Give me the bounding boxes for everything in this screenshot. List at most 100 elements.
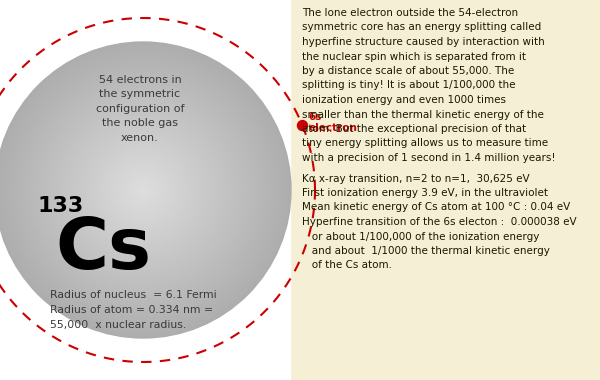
Circle shape [100, 147, 185, 233]
Circle shape [84, 131, 202, 249]
Circle shape [98, 146, 187, 234]
Text: by a distance scale of about 55,000. The: by a distance scale of about 55,000. The [302, 66, 514, 76]
Circle shape [2, 49, 284, 331]
Circle shape [125, 171, 161, 209]
Circle shape [17, 64, 269, 316]
Text: Radius of nucleus  = 6.1 Fermi
Radius of atom = 0.334 nm =
55,000  x nuclear rad: Radius of nucleus = 6.1 Fermi Radius of … [50, 290, 217, 329]
Circle shape [80, 127, 206, 253]
Text: atom. But the exceptional precision of that: atom. But the exceptional precision of t… [302, 124, 526, 134]
Circle shape [82, 129, 204, 251]
Circle shape [132, 179, 154, 201]
Circle shape [41, 88, 245, 292]
Circle shape [76, 124, 209, 256]
Circle shape [28, 75, 258, 305]
Text: Mean kinetic energy of Cs atom at 100 °C : 0.04 eV: Mean kinetic energy of Cs atom at 100 °C… [302, 203, 570, 212]
Circle shape [56, 103, 230, 277]
Circle shape [19, 66, 267, 314]
Circle shape [45, 92, 241, 288]
Circle shape [0, 42, 291, 338]
Text: hyperfine structure caused by interaction with: hyperfine structure caused by interactio… [302, 37, 545, 47]
Text: 54 electrons in
the symmetric
configuration of
the noble gas
xenon.: 54 electrons in the symmetric configurat… [96, 75, 184, 142]
Text: ionization energy and even 1000 times: ionization energy and even 1000 times [302, 95, 506, 105]
Circle shape [64, 111, 223, 269]
Circle shape [69, 116, 217, 264]
Text: First ionization energy 3.9 eV, in the ultraviolet: First ionization energy 3.9 eV, in the u… [302, 188, 548, 198]
Circle shape [108, 155, 178, 225]
Circle shape [115, 162, 171, 218]
Circle shape [58, 105, 228, 275]
Circle shape [78, 125, 208, 255]
Text: symmetric core has an energy splitting called: symmetric core has an energy splitting c… [302, 22, 541, 33]
Circle shape [54, 101, 232, 279]
Circle shape [112, 158, 175, 222]
Circle shape [0, 44, 289, 336]
Text: the nuclear spin which is separated from it: the nuclear spin which is separated from… [302, 52, 526, 62]
Circle shape [104, 151, 182, 229]
Circle shape [21, 68, 265, 312]
Circle shape [0, 46, 287, 334]
Circle shape [67, 114, 219, 266]
Text: of the Cs atom.: of the Cs atom. [302, 261, 392, 271]
Text: or about 1/100,000 of the ionization energy: or about 1/100,000 of the ionization ene… [302, 231, 539, 242]
Circle shape [8, 55, 278, 325]
Circle shape [10, 57, 276, 323]
Circle shape [34, 81, 252, 299]
Circle shape [50, 98, 235, 282]
Text: splitting is tiny! It is about 1/100,000 the: splitting is tiny! It is about 1/100,000… [302, 81, 515, 90]
Circle shape [122, 169, 163, 211]
Circle shape [32, 79, 254, 301]
Circle shape [11, 59, 274, 321]
Text: The lone electron outside the 54-electron: The lone electron outside the 54-electro… [302, 8, 518, 18]
Text: with a precision of 1 second in 1.4 million years!: with a precision of 1 second in 1.4 mill… [302, 153, 556, 163]
Circle shape [95, 142, 191, 238]
Text: Cs: Cs [55, 215, 151, 284]
Circle shape [14, 60, 272, 320]
Circle shape [298, 120, 307, 131]
Text: 6s
electron: 6s electron [308, 112, 358, 133]
Circle shape [130, 177, 156, 203]
Circle shape [4, 51, 282, 329]
Circle shape [74, 122, 211, 258]
Circle shape [25, 71, 262, 309]
Circle shape [127, 173, 160, 207]
Circle shape [49, 96, 238, 284]
Circle shape [110, 157, 176, 223]
Circle shape [1, 48, 286, 332]
Text: smaller than the thermal kinetic energy of the: smaller than the thermal kinetic energy … [302, 109, 544, 119]
Circle shape [73, 120, 214, 260]
Circle shape [106, 153, 180, 227]
Circle shape [139, 186, 146, 194]
Circle shape [60, 107, 226, 273]
Circle shape [89, 136, 197, 244]
Text: 133: 133 [38, 196, 84, 216]
Circle shape [30, 77, 256, 303]
Circle shape [137, 184, 149, 196]
Circle shape [52, 99, 233, 281]
Circle shape [119, 166, 167, 214]
Circle shape [141, 188, 145, 192]
Circle shape [93, 140, 193, 240]
Circle shape [26, 73, 260, 307]
Circle shape [86, 133, 200, 247]
Text: Hyperfine transition of the 6s electon :  0.000038 eV: Hyperfine transition of the 6s electon :… [302, 217, 577, 227]
Circle shape [134, 181, 152, 199]
Circle shape [71, 118, 215, 262]
Circle shape [102, 149, 184, 231]
Circle shape [65, 112, 221, 268]
Text: tiny energy splitting allows us to measure time: tiny energy splitting allows us to measu… [302, 138, 548, 149]
Circle shape [121, 168, 165, 212]
Circle shape [40, 86, 247, 294]
Text: Kα x-ray transition, n=2 to n=1,  30,625 eV: Kα x-ray transition, n=2 to n=1, 30,625 … [302, 174, 530, 184]
Circle shape [88, 135, 199, 245]
Circle shape [43, 90, 243, 290]
Circle shape [97, 144, 189, 236]
Circle shape [36, 83, 250, 297]
Circle shape [23, 70, 263, 310]
Circle shape [62, 109, 224, 271]
Circle shape [16, 62, 271, 318]
Circle shape [117, 164, 169, 216]
Bar [0, 0, 290, 380]
Circle shape [128, 175, 158, 205]
Circle shape [91, 138, 195, 242]
Circle shape [113, 160, 173, 220]
